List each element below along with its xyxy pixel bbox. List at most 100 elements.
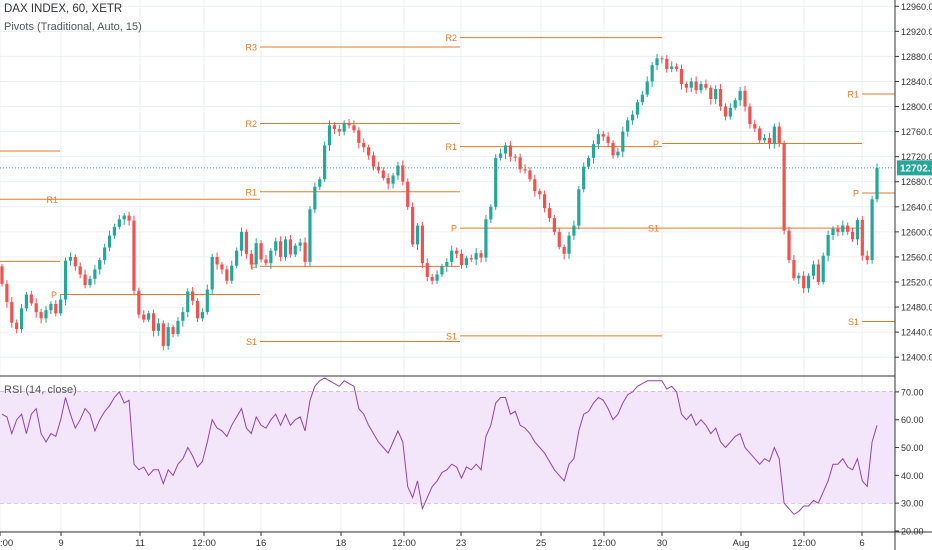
price-tick-label: 12760.00 bbox=[901, 127, 932, 137]
rsi-indicator-title[interactable]: RSI (14, close) bbox=[4, 384, 77, 396]
time-tick-label: 9 bbox=[58, 538, 63, 549]
candle-body bbox=[29, 294, 33, 304]
time-axis[interactable]: :00 9 11 12:00 16 18 12:00 23 25 12:00 30 Aug 12:00 6 bbox=[0, 532, 865, 549]
candle-body bbox=[425, 263, 429, 277]
pivots-indicator-title[interactable]: Pivots (Traditional, Auto, 15) bbox=[4, 21, 142, 33]
pivot-label-r1: R1 bbox=[445, 142, 457, 152]
time-tick-label: 12:00 bbox=[392, 538, 416, 549]
candle-body bbox=[93, 269, 97, 279]
time-tick-label: 25 bbox=[536, 538, 547, 549]
candle-body bbox=[98, 260, 102, 270]
candle-body bbox=[626, 120, 630, 132]
candle-body bbox=[391, 175, 395, 184]
candle-body bbox=[151, 313, 156, 331]
candle-body bbox=[601, 134, 605, 137]
candle-body bbox=[455, 250, 459, 254]
candle-body bbox=[762, 137, 767, 141]
candle-body bbox=[572, 225, 576, 236]
candle-body bbox=[357, 130, 361, 143]
price-axis[interactable]: 12960.00 12920.00 12880.00 12840.00 12800.00… bbox=[895, 2, 932, 363]
candle-body bbox=[758, 128, 762, 141]
candle-body bbox=[479, 253, 483, 258]
current-price-tag: 12702.16 bbox=[897, 160, 932, 176]
candle-body bbox=[464, 258, 468, 266]
candle-body bbox=[191, 291, 195, 301]
price-tick-label: 12920.00 bbox=[901, 27, 932, 37]
candle-body bbox=[259, 243, 263, 260]
candle-body bbox=[709, 87, 713, 100]
candle-body bbox=[469, 258, 473, 260]
candle-body bbox=[621, 131, 625, 152]
candle-body bbox=[132, 220, 136, 291]
candle-body bbox=[230, 265, 234, 281]
candle-body bbox=[127, 215, 131, 221]
candle-body bbox=[220, 264, 224, 270]
candle-body bbox=[5, 283, 9, 303]
pivot-label-r3: R3 bbox=[245, 43, 257, 53]
candle-body bbox=[249, 253, 253, 265]
candle-body bbox=[68, 256, 73, 261]
candle-body bbox=[865, 255, 869, 261]
price-tick-label: 12400.00 bbox=[901, 353, 932, 363]
price-tick-label: 12600.00 bbox=[901, 227, 932, 237]
price-tick-label: 12720.00 bbox=[901, 152, 932, 162]
candle-body bbox=[753, 124, 757, 129]
rsi-tick-label: 30.00 bbox=[901, 499, 924, 509]
symbol-title[interactable]: DAX INDEX, 60, XETR bbox=[4, 3, 123, 15]
candle-body bbox=[244, 231, 249, 254]
candle-body bbox=[347, 122, 351, 126]
time-tick-label: 30 bbox=[657, 538, 668, 549]
pivot-label-r1: R1 bbox=[847, 90, 859, 100]
candle-body bbox=[499, 153, 503, 158]
pivot-label-p: P bbox=[653, 139, 659, 149]
candle-body bbox=[411, 206, 415, 245]
candle-body bbox=[171, 327, 175, 335]
candle-body bbox=[274, 241, 278, 251]
candle-body bbox=[200, 312, 205, 319]
price-tick-label: 12640.00 bbox=[901, 202, 932, 212]
candle-body bbox=[142, 314, 146, 320]
candle-body bbox=[34, 303, 38, 313]
candle-body bbox=[826, 235, 830, 256]
candle-body bbox=[650, 65, 654, 82]
rsi-tick-label: 20.00 bbox=[901, 527, 924, 537]
candle-body bbox=[679, 68, 684, 84]
candle-body bbox=[107, 235, 112, 248]
candle-body bbox=[210, 256, 214, 290]
candle-body bbox=[269, 250, 273, 264]
time-tick-label: 23 bbox=[456, 538, 467, 549]
rsi-axis[interactable]: 70.00 60.00 50.00 40.00 30.00 20.00 bbox=[895, 387, 924, 537]
candle-body bbox=[836, 228, 840, 232]
time-tick-label: 11 bbox=[135, 538, 145, 549]
candle-body bbox=[445, 261, 449, 267]
candle-body bbox=[293, 245, 297, 255]
candle-body bbox=[440, 266, 444, 275]
candle-body bbox=[49, 303, 53, 311]
pivot-label-p: P bbox=[451, 224, 457, 234]
candle-body bbox=[342, 122, 346, 132]
candle-body bbox=[640, 94, 644, 103]
candle-body bbox=[674, 66, 679, 69]
candle-body bbox=[694, 81, 698, 91]
pivot-label-r1: R1 bbox=[46, 195, 58, 205]
pivot-levels: R1 P R3 R2 R1 P S1 R2 R1 P S1 P S1 R1 P S1 bbox=[0, 33, 895, 347]
candle-body bbox=[630, 114, 635, 121]
rsi-tick-label: 40.00 bbox=[901, 471, 924, 481]
candle-body bbox=[582, 166, 586, 190]
candle-body bbox=[122, 215, 126, 220]
candle-body bbox=[704, 83, 708, 88]
time-tick-label: 18 bbox=[336, 538, 347, 549]
rsi-tick-label: 60.00 bbox=[901, 415, 924, 425]
candle-body bbox=[533, 179, 537, 192]
candle-body bbox=[352, 125, 356, 131]
time-tick-label: 12:00 bbox=[592, 538, 616, 549]
candle-body bbox=[586, 157, 591, 167]
candle-body bbox=[137, 290, 141, 315]
pivot-label-r2: R2 bbox=[245, 119, 257, 129]
candle-body bbox=[367, 147, 371, 156]
candle-body bbox=[714, 88, 718, 100]
candle-body bbox=[611, 142, 615, 156]
candle-body bbox=[24, 294, 29, 309]
candle-body bbox=[225, 269, 229, 281]
